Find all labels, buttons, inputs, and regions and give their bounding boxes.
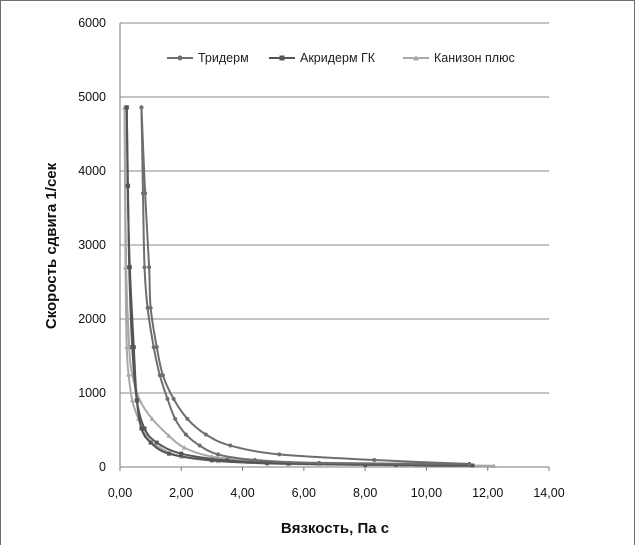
series-line-down — [140, 106, 471, 466]
x-tick-label: 6,00 — [292, 486, 316, 500]
series-line-down — [123, 106, 495, 467]
data-point — [157, 373, 162, 378]
data-point — [129, 397, 135, 403]
grid-lines — [120, 22, 549, 394]
data-point — [148, 305, 153, 310]
series-group — [122, 104, 497, 468]
data-point — [145, 305, 150, 310]
data-point — [127, 265, 132, 270]
data-point — [216, 452, 221, 457]
data-point — [491, 463, 497, 468]
legend-label-kanizon: Канизон плюс — [434, 51, 515, 65]
data-point — [165, 396, 170, 401]
data-point — [140, 191, 145, 196]
data-point — [372, 457, 377, 462]
data-point — [149, 416, 155, 421]
x-tick-label: 0,00 — [108, 486, 132, 500]
data-point — [225, 458, 230, 463]
data-point — [160, 373, 165, 378]
legend-marker-kanizon — [413, 55, 419, 61]
data-point — [197, 443, 202, 448]
y-tick-label: 5000 — [78, 90, 106, 104]
data-point — [286, 461, 291, 466]
legend-marker-akriderm — [279, 55, 285, 61]
data-point — [130, 345, 135, 350]
series-2 — [122, 104, 497, 468]
x-tick-label: 2,00 — [169, 486, 193, 500]
data-point — [252, 457, 257, 462]
data-point — [139, 105, 144, 110]
data-point — [166, 433, 172, 438]
y-tick-label: 1000 — [78, 386, 106, 400]
data-point — [148, 440, 153, 445]
data-point — [142, 426, 147, 431]
legend-item-akriderm: Акридерм ГК — [269, 51, 376, 65]
data-point — [277, 452, 282, 457]
data-point — [181, 445, 187, 450]
data-point — [467, 462, 472, 467]
y-tick-label: 6000 — [78, 16, 106, 30]
data-point — [154, 345, 159, 350]
y-axis-title: Скорость сдвига 1/сек — [43, 162, 60, 329]
data-point — [124, 344, 130, 350]
data-point — [142, 265, 147, 270]
x-tick-label: 10,00 — [411, 486, 442, 500]
data-point — [123, 264, 129, 270]
data-point — [139, 426, 144, 431]
data-point — [154, 440, 159, 445]
data-point — [209, 458, 214, 463]
series-line-up — [140, 106, 471, 466]
data-point — [171, 396, 176, 401]
legend-label-triderm: Тридерм — [198, 51, 249, 65]
tick-labels: 0 1000 2000 3000 4000 5000 6000 0,00 2,00 4,00 6,0… — [78, 16, 565, 500]
data-point — [173, 416, 178, 421]
legend-item-kanizon: Канизон плюс — [403, 51, 515, 65]
data-point — [124, 105, 129, 110]
data-point — [179, 451, 184, 456]
data-point — [317, 460, 322, 465]
data-point — [185, 416, 190, 421]
data-point — [126, 372, 132, 377]
axes — [119, 23, 550, 471]
data-point — [125, 183, 130, 188]
series-1 — [124, 105, 475, 468]
series-line-up — [125, 106, 474, 467]
data-point — [147, 265, 152, 270]
data-point — [151, 345, 156, 350]
legend: Тридерм Акридерм ГК Канизон плюс — [167, 51, 515, 65]
x-tick-label: 12,00 — [472, 486, 503, 500]
y-tick-label: 0 — [99, 460, 106, 474]
x-axis-title: Вязкость, Па с — [281, 520, 389, 537]
data-point — [203, 432, 208, 437]
x-tick-label: 4,00 — [230, 486, 254, 500]
series-line-up — [123, 106, 495, 467]
data-point — [228, 443, 233, 448]
data-point — [209, 454, 215, 459]
y-tick-label: 3000 — [78, 238, 106, 252]
data-point — [393, 462, 398, 467]
legend-item-triderm: Тридерм — [167, 51, 249, 65]
series-line-down — [125, 106, 474, 467]
y-tick-label: 2000 — [78, 312, 106, 326]
data-point — [134, 398, 139, 403]
x-tick-label: 14,00 — [533, 486, 564, 500]
data-point — [183, 432, 188, 437]
legend-label-akriderm: Акридерм ГК — [300, 51, 376, 65]
series-0 — [139, 105, 472, 467]
data-point — [470, 463, 475, 468]
data-point — [167, 451, 172, 456]
x-tick-label: 8,00 — [353, 486, 377, 500]
y-tick-label: 4000 — [78, 164, 106, 178]
legend-marker-triderm — [177, 55, 183, 61]
